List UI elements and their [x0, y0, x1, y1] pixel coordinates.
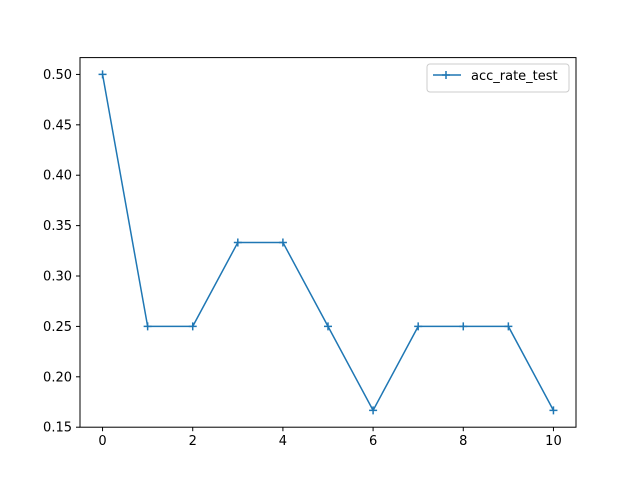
x-tick-label: 4 — [279, 434, 287, 449]
y-tick-label: 0.40 — [43, 169, 72, 184]
data-point-marker — [414, 322, 423, 331]
data-point-marker — [504, 322, 513, 331]
legend-plus-marker — [442, 71, 450, 79]
y-tick-label: 0.30 — [43, 270, 72, 285]
data-point-marker — [233, 238, 242, 247]
data-point-marker — [369, 406, 378, 415]
legend-box — [426, 63, 570, 93]
data-point-marker — [98, 70, 107, 79]
x-tick-label: 10 — [545, 434, 562, 449]
x-tick-label: 8 — [459, 434, 467, 449]
series-layer — [98, 70, 558, 415]
y-tick-label: 0.50 — [43, 68, 72, 83]
data-point-marker — [459, 322, 468, 331]
x-tick-label: 6 — [369, 434, 377, 449]
data-point-marker — [324, 322, 332, 331]
data-point-marker — [549, 406, 558, 415]
legend-label: acc_rate_test — [471, 69, 558, 84]
x-tick-label: 0 — [98, 434, 106, 449]
y-tick-label: 0.15 — [43, 421, 72, 436]
x-axis-ticks: 0 2 4 6 8 10 — [98, 427, 562, 449]
y-tick-label: 0.35 — [43, 219, 72, 234]
y-tick-label: 0.25 — [43, 320, 72, 335]
y-tick-label: 0.45 — [43, 118, 72, 133]
data-point-marker — [278, 238, 287, 247]
data-point-marker — [188, 322, 197, 331]
x-tick-label: 2 — [189, 434, 197, 449]
data-point-marker — [143, 322, 152, 331]
y-axis-ticks: 0.15 0.20 0.25 0.30 0.35 0.40 0.45 0.50 — [43, 68, 80, 436]
y-tick-label: 0.20 — [43, 370, 72, 385]
legend: acc_rate_test — [426, 63, 570, 93]
plot-area-frame — [79, 57, 577, 428]
